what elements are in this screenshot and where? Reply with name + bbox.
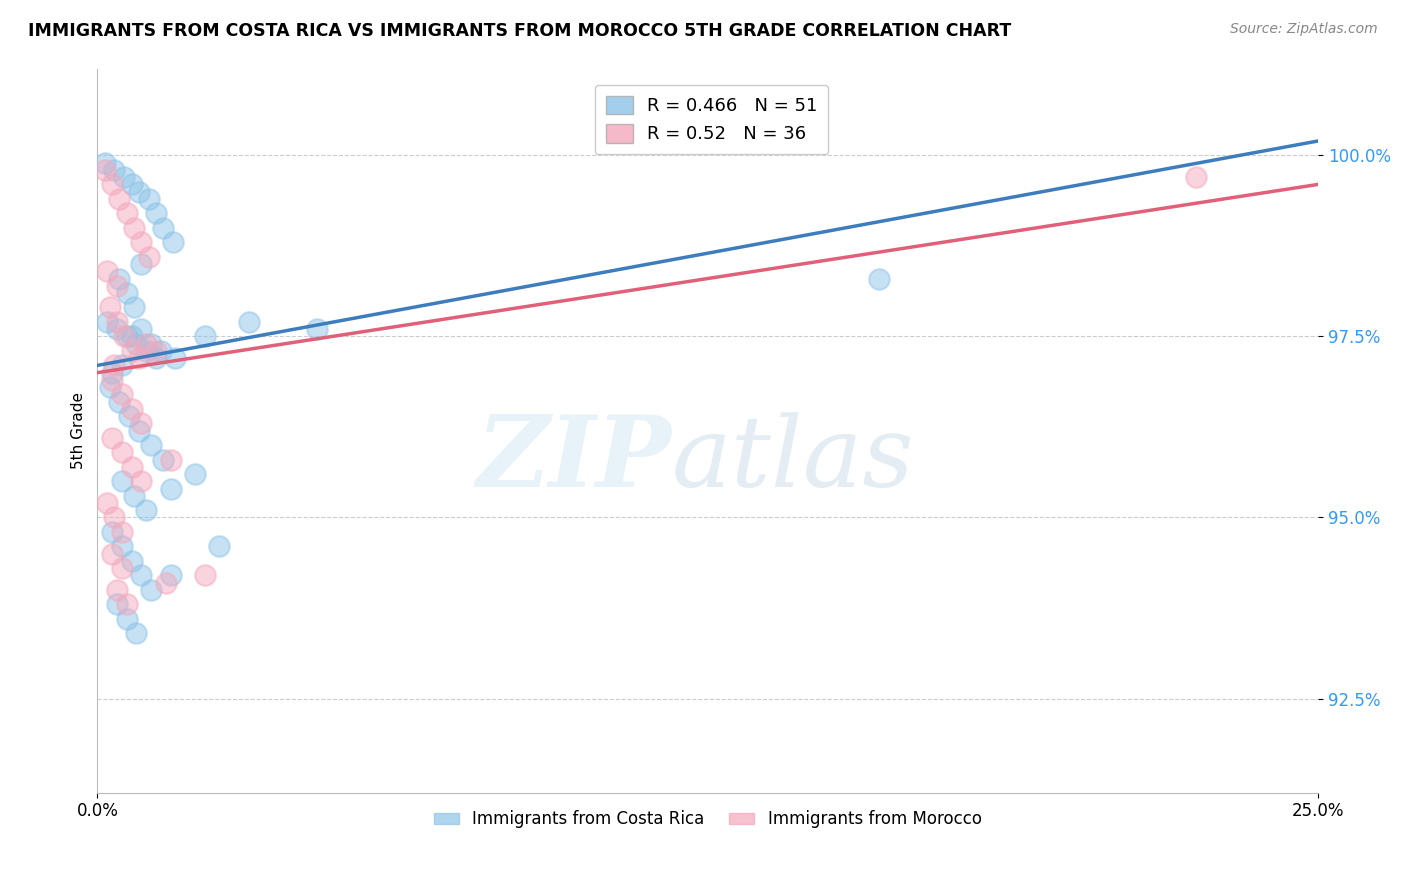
Point xyxy=(1185,170,1208,185)
Point xyxy=(139,438,162,452)
Point xyxy=(194,329,217,343)
Point xyxy=(135,336,157,351)
Point xyxy=(122,301,145,315)
Point xyxy=(131,568,153,582)
Point xyxy=(307,322,329,336)
Point xyxy=(105,322,128,336)
Point xyxy=(122,220,145,235)
Point xyxy=(125,336,148,351)
Point xyxy=(103,359,125,373)
Point xyxy=(108,394,131,409)
Point xyxy=(138,192,160,206)
Point xyxy=(105,582,128,597)
Point xyxy=(101,178,124,192)
Point xyxy=(93,155,115,169)
Text: ZIP: ZIP xyxy=(477,411,671,508)
Point xyxy=(96,264,118,278)
Point xyxy=(139,582,162,597)
Point xyxy=(238,315,260,329)
Point xyxy=(159,568,181,582)
Point xyxy=(111,540,134,554)
Point xyxy=(101,373,124,387)
Point xyxy=(115,598,138,612)
Point xyxy=(139,336,162,351)
Point xyxy=(101,524,124,539)
Point xyxy=(108,192,131,206)
Point xyxy=(103,510,125,524)
Text: Source: ZipAtlas.com: Source: ZipAtlas.com xyxy=(1230,22,1378,37)
Point xyxy=(152,452,174,467)
Point xyxy=(145,343,167,358)
Point xyxy=(128,424,150,438)
Point xyxy=(111,561,134,575)
Point xyxy=(115,612,138,626)
Point xyxy=(111,445,134,459)
Point xyxy=(162,235,184,250)
Point xyxy=(138,250,160,264)
Point xyxy=(149,343,172,358)
Point xyxy=(159,482,181,496)
Point xyxy=(115,329,138,343)
Point xyxy=(135,503,157,517)
Point xyxy=(145,206,167,220)
Point xyxy=(135,343,157,358)
Point xyxy=(145,351,167,366)
Point xyxy=(208,540,231,554)
Point xyxy=(131,235,153,250)
Legend: Immigrants from Costa Rica, Immigrants from Morocco: Immigrants from Costa Rica, Immigrants f… xyxy=(427,804,988,835)
Point xyxy=(121,401,143,416)
Point xyxy=(121,554,143,568)
Point xyxy=(108,271,131,285)
Point xyxy=(868,271,890,285)
Point xyxy=(121,343,143,358)
Point xyxy=(105,278,128,293)
Text: atlas: atlas xyxy=(671,412,914,508)
Point xyxy=(159,452,181,467)
Point xyxy=(121,329,143,343)
Point xyxy=(111,359,134,373)
Point xyxy=(112,170,135,185)
Point xyxy=(103,162,125,177)
Point xyxy=(128,351,150,366)
Point xyxy=(125,626,148,640)
Point xyxy=(131,257,153,271)
Text: IMMIGRANTS FROM COSTA RICA VS IMMIGRANTS FROM MOROCCO 5TH GRADE CORRELATION CHAR: IMMIGRANTS FROM COSTA RICA VS IMMIGRANTS… xyxy=(28,22,1011,40)
Point xyxy=(118,409,141,423)
Point xyxy=(115,206,138,220)
Point xyxy=(105,598,128,612)
Point xyxy=(96,496,118,510)
Point xyxy=(98,380,121,394)
Point xyxy=(101,431,124,445)
Point xyxy=(128,185,150,199)
Point xyxy=(155,575,177,590)
Point xyxy=(98,301,121,315)
Point xyxy=(194,568,217,582)
Point xyxy=(101,547,124,561)
Point xyxy=(101,366,124,380)
Point xyxy=(152,220,174,235)
Point xyxy=(115,285,138,300)
Point xyxy=(122,489,145,503)
Point xyxy=(165,351,187,366)
Point xyxy=(131,322,153,336)
Point xyxy=(111,524,134,539)
Y-axis label: 5th Grade: 5th Grade xyxy=(72,392,86,469)
Point xyxy=(111,387,134,401)
Point xyxy=(112,329,135,343)
Point xyxy=(121,178,143,192)
Point xyxy=(131,475,153,489)
Point xyxy=(131,417,153,431)
Point xyxy=(184,467,207,481)
Point xyxy=(111,475,134,489)
Point xyxy=(96,315,118,329)
Point xyxy=(121,459,143,474)
Point xyxy=(105,315,128,329)
Point xyxy=(93,162,115,177)
